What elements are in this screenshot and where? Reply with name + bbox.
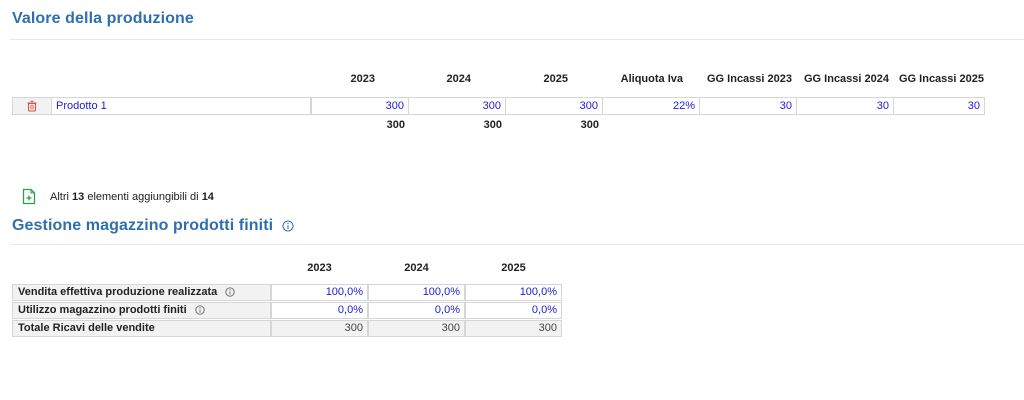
product-name-field[interactable]: Prodotto 1	[52, 97, 311, 115]
mag-col-header-2023: 2023	[307, 262, 332, 274]
row-label-text: Utilizzo magazzino prodotti finiti	[18, 304, 187, 316]
add-more-middle: elementi aggiungibili di	[87, 191, 199, 203]
row-label-text: Vendita effettiva produzione realizzata	[18, 286, 218, 298]
col-header-gg-incassi-2025: GG Incassi 2025	[899, 73, 984, 85]
col-header-2024: 2024	[446, 73, 471, 85]
gg-incassi-2023-input[interactable]: 30	[699, 97, 797, 115]
totale-ricavi-2024: 300	[368, 320, 465, 337]
info-icon[interactable]	[225, 287, 235, 297]
total-2023: 300	[386, 119, 405, 131]
aliquota-iva-input[interactable]: 22%	[602, 97, 700, 115]
vendita-2024-input[interactable]: 100,0%	[368, 284, 465, 301]
col-header-gg-incassi-2024: GG Incassi 2024	[804, 73, 889, 85]
divider	[10, 39, 1024, 40]
add-more-count: 13	[72, 191, 85, 203]
divider	[10, 244, 1024, 245]
gg-incassi-2024-input[interactable]: 30	[796, 97, 894, 115]
magazzino-title-text: Gestione magazzino prodotti finiti	[12, 217, 274, 234]
mag-col-header-2024: 2024	[404, 262, 429, 274]
utilizzo-2024-input[interactable]: 0,0%	[368, 302, 465, 319]
mag-col-header-2025: 2025	[501, 262, 526, 274]
info-icon[interactable]	[195, 305, 205, 315]
col-header-aliquota-iva: Aliquota Iva	[620, 73, 683, 85]
section-title-magazzino: Gestione magazzino prodotti finiti	[12, 217, 294, 235]
row-label-totale-ricavi: Totale Ricavi delle vendite	[12, 320, 271, 337]
row-label-vendita-effettiva: Vendita effettiva produzione realizzata	[12, 284, 271, 301]
section-title-produzione: Valore della produzione	[12, 10, 194, 27]
total-2024: 300	[483, 119, 502, 131]
totale-ricavi-2025: 300	[465, 320, 562, 337]
vendita-2023-input[interactable]: 100,0%	[271, 284, 368, 301]
gg-incassi-2025-input[interactable]: 30	[893, 97, 985, 115]
totale-ricavi-2023: 300	[271, 320, 368, 337]
delete-row-button[interactable]	[12, 97, 52, 115]
total-2025: 300	[580, 119, 599, 131]
utilizzo-2025-input[interactable]: 0,0%	[465, 302, 562, 319]
value-2023-input[interactable]: 300	[311, 97, 409, 115]
file-add-icon	[22, 188, 36, 205]
add-more-total: 14	[201, 191, 214, 203]
col-header-2023: 2023	[350, 73, 375, 85]
add-more-text: Altri 13 elementi aggiungibili di 14	[50, 191, 214, 203]
vendita-2025-input[interactable]: 100,0%	[465, 284, 562, 301]
col-header-2025: 2025	[543, 73, 568, 85]
add-more-prefix: Altri	[50, 191, 69, 203]
value-2024-input[interactable]: 300	[408, 97, 506, 115]
utilizzo-2023-input[interactable]: 0,0%	[271, 302, 368, 319]
info-icon[interactable]	[282, 220, 294, 232]
col-header-gg-incassi-2023: GG Incassi 2023	[707, 73, 792, 85]
row-label-utilizzo-magazzino: Utilizzo magazzino prodotti finiti	[12, 302, 271, 319]
trash-icon	[27, 100, 37, 112]
value-2025-input[interactable]: 300	[505, 97, 603, 115]
add-element-button[interactable]	[22, 188, 38, 206]
